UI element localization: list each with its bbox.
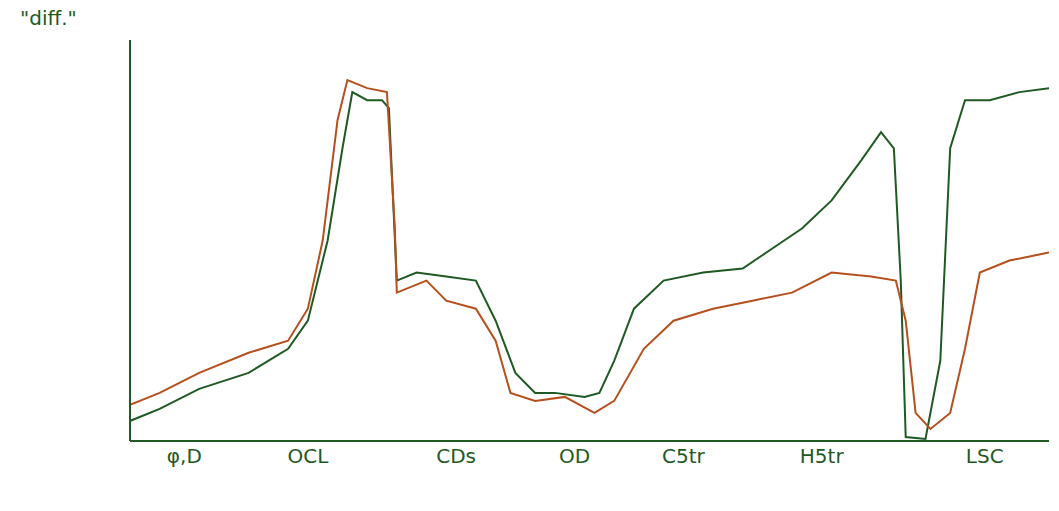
- svg-text:OCL: OCL: [287, 444, 329, 468]
- svg-text:LSC: LSC: [966, 444, 1004, 468]
- html-text:"diff.": "diff.": [20, 6, 77, 30]
- svg-text:C5tr: C5tr: [662, 444, 706, 468]
- svg-text:H5tr: H5tr: [800, 444, 845, 468]
- svg-text:OD: OD: [559, 444, 590, 468]
- svg-text:CDs: CDs: [436, 444, 476, 468]
- svg-text:φ,D: φ,D: [167, 444, 202, 468]
